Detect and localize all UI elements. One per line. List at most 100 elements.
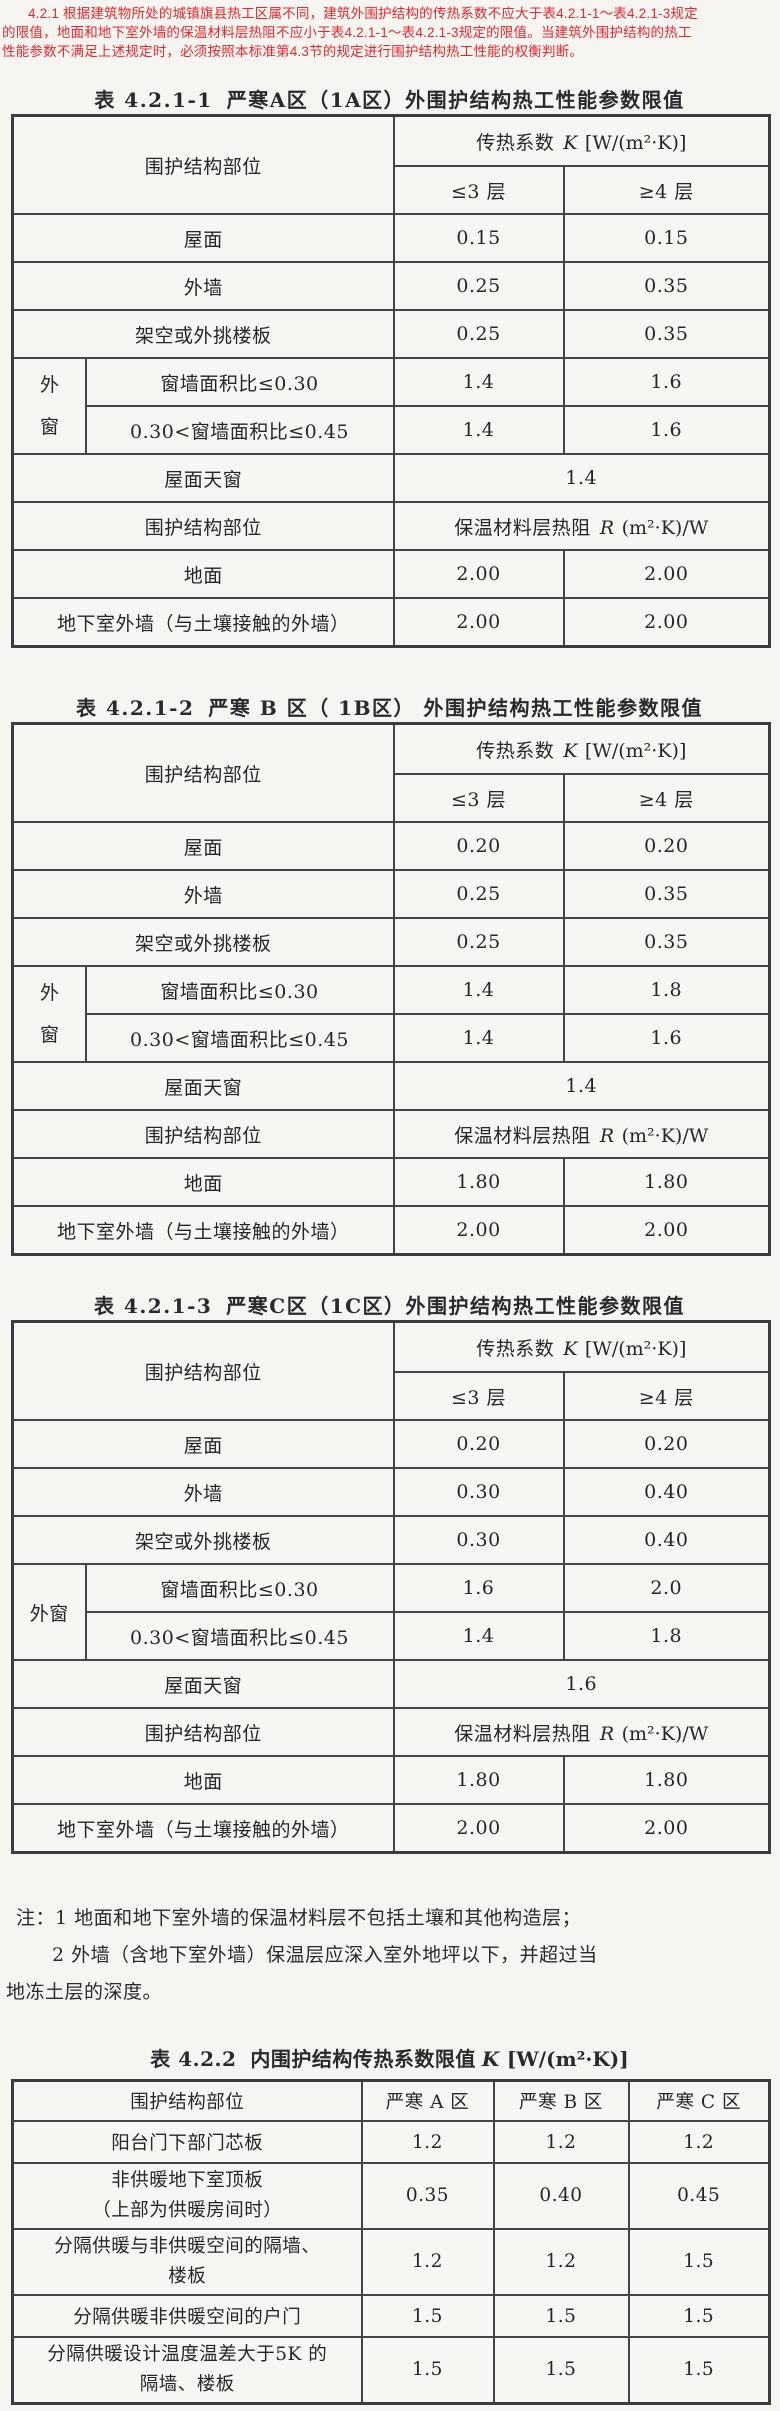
value-cell: 1.2 [492,2228,630,2296]
row-label: 外墙 [11,1467,395,1517]
value-cell: 1.80 [562,1157,771,1207]
row-label: 地面 [11,549,395,599]
table-row: 地下室外墙（与土壤接触的外墙） 2.00 2.00 [11,597,771,648]
value-cell: 0.20 [562,1419,771,1469]
row-label: 地下室外墙（与土壤接触的外墙） [11,1205,395,1256]
value-cell: 1.4 [392,965,565,1015]
value-cell: 0.40 [562,1515,771,1565]
row-label: 阳台门下部门芯板 [11,2120,363,2164]
value-cell: 1.4 [392,405,565,455]
value-cell: 1.5 [360,2336,495,2405]
table-row: 屋面 0.20 0.20 [11,1419,771,1469]
table-row: 围护结构部位 保温材料层热阻 R (m²·K)/W [11,1707,771,1757]
value-cell: 0.40 [492,2162,630,2230]
value-cell: 0.30 [392,1515,565,1565]
value-cell: 1.5 [627,2336,771,2405]
table-row: 地面 1.80 1.80 [11,1755,771,1805]
table-row: 非供暖地下室顶板 （上部为供暖房间时） 0.35 0.40 0.45 [11,2162,771,2230]
table-notes: 注：1 地面和地下室外墙的保温材料层不包括土壤和其他构造层； 2 外墙（含地下室… [0,1900,780,2011]
value-cell: 1.80 [392,1755,565,1805]
value-cell: 1.5 [492,2336,630,2405]
row-label: 地面 [11,1755,395,1805]
r-unit: (m²·K)/W [621,1124,709,1147]
value-cell: 1.8 [562,965,771,1015]
header-floors-ge4: ≥4 层 [562,1371,771,1421]
r-label: 保温材料层热阻 [454,1722,591,1745]
k-symbol: K [563,1337,578,1360]
value-cell: 1.2 [627,2120,771,2164]
value-cell: 0.40 [562,1467,771,1517]
row-label: 分隔供暖与非供暖空间的隔墙、 楼板 [11,2228,363,2296]
table-4-2-1-3-title: 表 4.2.1-3 严寒C区（1C区）外围护结构热工性能参数限值 [11,1292,768,1320]
r-symbol: R [599,1124,615,1147]
value-cell: 0.30 [392,1467,565,1517]
k-label: 传热系数 [476,131,555,154]
table-row: 外墙 0.30 0.40 [11,1467,771,1517]
table-row: 外墙 0.25 0.35 [11,261,771,311]
value-cell: 1.5 [627,2228,771,2296]
table-number: 表 4.2.1-2 [76,696,195,720]
table-row: 地面 1.80 1.80 [11,1157,771,1207]
value-cell: 1.2 [492,2120,630,2164]
k-symbol: K [563,739,578,762]
table-row: 架空或外挑楼板 0.30 0.40 [11,1515,771,1565]
table-title-text: 严寒A区（1A区）外围护结构热工性能参数限值 [226,88,685,112]
value-cell: 0.25 [392,917,565,967]
r-symbol: R [599,516,615,539]
row-label: 非供暖地下室顶板 （上部为供暖房间时） [11,2162,363,2230]
header-r-resistance: 保温材料层热阻 R (m²·K)/W [392,501,771,551]
header-zone-c: 严寒 C 区 [627,2079,771,2122]
value-cell: 1.6 [562,357,771,407]
table-4-2-1-1-title: 表 4.2.1-1 严寒A区（1A区）外围护结构热工性能参数限值 [11,86,768,114]
r-label: 保温材料层热阻 [454,1124,591,1147]
row-label: 屋面天窗 [11,1659,395,1709]
row-label: 屋面天窗 [11,453,395,503]
value-cell: 0.35 [562,309,771,359]
row-label: 屋面天窗 [11,1061,395,1111]
k-symbol: K [563,131,578,154]
clause-line: 的限值，地面和地下室外墙的保温材料层热阻不应小于表4.2.1-1～表4.2.1-… [2,25,692,40]
note-line: 注：1 地面和地下室外墙的保温材料层不包括土壤和其他构造层； [16,1907,582,1929]
table-number: 表 4.2.2 [150,2047,237,2071]
table-row: 分隔供暖设计温度温差大于5K 的 隔墙、楼板 1.5 1.5 1.5 [11,2336,771,2405]
k-unit: [W/(m²·K)] [506,2047,629,2071]
value-cell: 0.35 [562,869,771,919]
header-floors-le3: ≤3 层 [392,1371,565,1421]
table-row: 外窗 窗墙面积比≤0.30 1.4 1.6 [11,357,771,455]
value-cell: 0.20 [392,821,565,871]
table-row: 地下室外墙（与土壤接触的外墙） 2.00 2.00 [11,1803,771,1854]
value-cell: 2.00 [392,549,565,599]
k-symbol: K [481,2047,500,2071]
k-unit: [W/(m²·K)] [584,739,687,762]
value-cell: 1.5 [360,2294,495,2338]
row-label: 屋面 [11,821,395,871]
header-envelope-part: 围护结构部位 [11,501,395,551]
table-4-2-2-title: 表 4.2.2 内围护结构传热系数限值 K [W/(m²·K)] [11,2045,768,2073]
value-cell: 2.00 [562,1205,771,1256]
row-label: 屋面 [11,213,395,263]
window-group-label: 外窗 [11,357,87,455]
value-cell: 1.6 [562,405,771,455]
header-zone-a: 严寒 A 区 [360,2079,495,2122]
table-number: 表 4.2.1-3 [93,1294,213,1318]
value-cell: 0.25 [392,869,565,919]
table-row: 屋面天窗 1.6 [11,1659,771,1709]
table-row: 分隔供暖与非供暖空间的隔墙、 楼板 1.2 1.2 1.5 [11,2228,771,2296]
table-row: 地面 2.00 2.00 [11,549,771,599]
table-row: 0.30<窗墙面积比≤0.45 1.4 1.6 [13,405,771,455]
value-cell: 1.2 [360,2228,495,2296]
table-row: 外窗 窗墙面积比≤0.30 1.4 1.8 [11,965,771,1063]
header-envelope-part: 围护结构部位 [11,2079,363,2122]
table-row: 屋面 0.20 0.20 [11,821,771,871]
r-symbol: R [599,1722,615,1745]
clause-line: 4.2.1 根据建筑物所处的城镇旗县热工区属不同，建筑外围护结构的传热系数不应大… [28,6,698,21]
value-cell: 2.00 [562,1803,771,1854]
value-cell: 0.15 [562,213,771,263]
row-label: 外墙 [11,261,395,311]
note-line: 2 外墙（含地下室外墙）保温层应深入室外地坪以下，并超过当 [52,1944,598,1966]
note-line: 地冻土层的深度。 [6,1981,163,2003]
row-label: 外墙 [11,869,395,919]
value-cell: 1.8 [562,1611,771,1661]
value-cell: 2.0 [562,1563,771,1613]
